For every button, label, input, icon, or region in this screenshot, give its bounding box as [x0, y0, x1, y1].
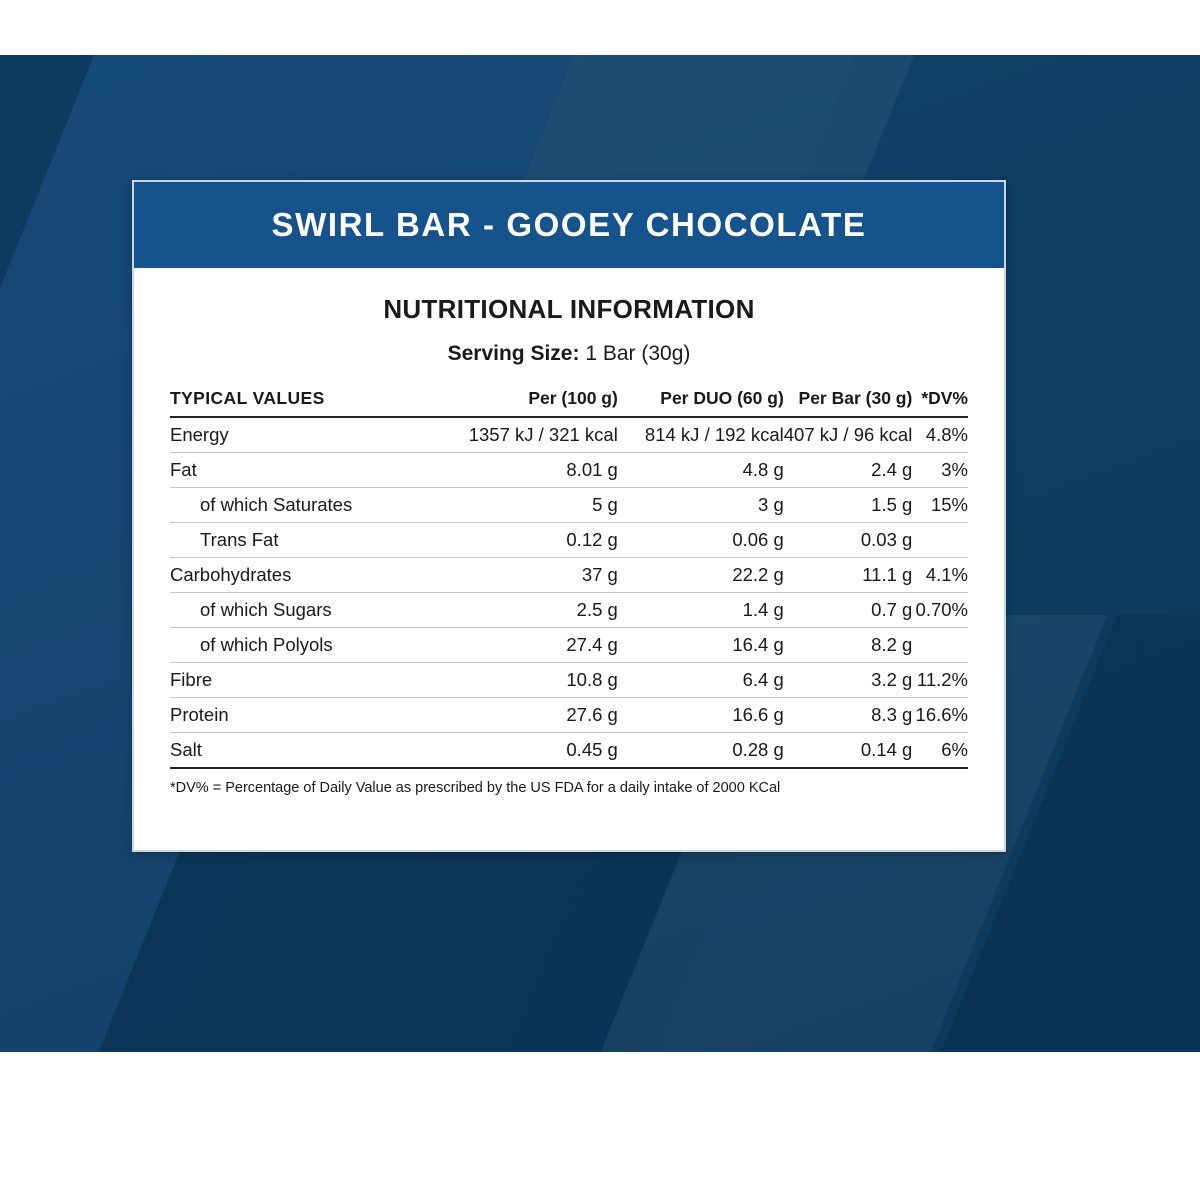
cell-per-duo: 1.4 g — [617, 592, 784, 628]
cell-per-100g: 2.5 g — [443, 592, 618, 628]
cell-per-bar: 0.7 g — [783, 592, 913, 628]
serving-size-label: Serving Size: — [447, 342, 580, 365]
cell-per-bar: 1.5 g — [783, 487, 913, 523]
row-label: Trans Fat — [170, 522, 444, 558]
cell-per-bar: 0.14 g — [783, 732, 913, 769]
cell-dv-percent: 0.70% — [912, 592, 968, 628]
cell-per-bar: 8.2 g — [783, 627, 913, 663]
column-header-per-100g: Per (100 g) — [528, 388, 618, 408]
nutrition-table: TYPICAL VALUES Per (100 g) Per DUO (60 g… — [170, 388, 968, 769]
table-row: Fat 8.01 g 4.8 g 2.4 g 3% — [170, 452, 968, 488]
product-title: SWIRL BAR - GOOEY CHOCOLATE — [271, 206, 867, 243]
row-label: Salt — [170, 732, 444, 769]
cell-dv-percent: 6% — [912, 732, 968, 769]
cell-dv-percent: 15% — [912, 487, 968, 523]
table-row: Salt 0.45 g 0.28 g 0.14 g 6% — [170, 732, 968, 769]
nutrition-panel: SWIRL BAR - GOOEY CHOCOLATE NUTRITIONAL … — [132, 180, 1006, 852]
cell-per-bar: 8.3 g — [783, 697, 913, 733]
row-label: Carbohydrates — [170, 557, 444, 593]
serving-size-value: 1 Bar (30g) — [585, 342, 691, 365]
table-row: Protein 27.6 g 16.6 g 8.3 g 16.6% — [170, 697, 968, 733]
cell-per-100g: 10.8 g — [443, 662, 618, 698]
cell-per-100g: 5 g — [443, 487, 618, 523]
cell-per-duo: 814 kJ / 192 kcal — [617, 417, 784, 453]
table-row: of which Sugars 2.5 g 1.4 g 0.7 g 0.70% — [170, 592, 968, 628]
cell-dv-percent: 11.2% — [912, 662, 968, 698]
cell-per-bar: 407 kJ / 96 kcal — [783, 417, 913, 453]
section-heading: NUTRITIONAL INFORMATION — [383, 294, 755, 324]
row-label: of which Saturates — [170, 487, 444, 523]
table-body: Energy 1357 kJ / 321 kcal 814 kJ / 192 kca… — [170, 417, 968, 769]
table-row: Fibre 10.8 g 6.4 g 3.2 g 11.2% — [170, 662, 968, 698]
table-header: TYPICAL VALUES Per (100 g) Per DUO (60 g… — [170, 388, 968, 417]
row-label: Protein — [170, 697, 444, 733]
cell-per-duo: 16.4 g — [617, 627, 784, 663]
cell-per-duo: 4.8 g — [617, 452, 784, 488]
column-header-dv-percent: *DV% — [921, 388, 968, 408]
cell-per-100g: 1357 kJ / 321 kcal — [443, 417, 618, 453]
cell-per-100g: 0.45 g — [443, 732, 618, 769]
cell-per-100g: 27.6 g — [443, 697, 618, 733]
cell-dv-percent: 4.8% — [912, 417, 968, 453]
dv-footnote: *DV% = Percentage of Daily Value as pres… — [170, 780, 781, 796]
cell-dv-percent — [912, 627, 968, 663]
cell-dv-percent: 3% — [912, 452, 968, 488]
column-header-typical-values: TYPICAL VALUES — [170, 388, 325, 408]
cell-per-duo: 6.4 g — [617, 662, 784, 698]
table-header-row: TYPICAL VALUES Per (100 g) Per DUO (60 g… — [170, 388, 968, 417]
table-row: Energy 1357 kJ / 321 kcal 814 kJ / 192 kca… — [170, 417, 968, 453]
cell-per-bar: 11.1 g — [783, 557, 913, 593]
cell-per-100g: 0.12 g — [443, 522, 618, 558]
cell-dv-percent — [912, 522, 968, 558]
cell-per-100g: 8.01 g — [443, 452, 618, 488]
cell-per-bar: 0.03 g — [783, 522, 913, 558]
column-header-per-duo: Per DUO (60 g) — [660, 388, 784, 408]
cell-per-100g: 37 g — [443, 557, 618, 593]
cell-per-duo: 3 g — [617, 487, 784, 523]
table-row: of which Polyols 27.4 g 16.4 g 8.2 g — [170, 627, 968, 663]
cell-per-bar: 2.4 g — [783, 452, 913, 488]
serving-size-line: Serving Size: 1 Bar (30g) — [170, 342, 968, 366]
row-label: Fibre — [170, 662, 444, 698]
table-row: Carbohydrates 37 g 22.2 g 11.1 g 4.1% — [170, 557, 968, 593]
cell-dv-percent: 16.6% — [912, 697, 968, 733]
cell-dv-percent: 4.1% — [912, 557, 968, 593]
row-label: of which Polyols — [170, 627, 444, 663]
cell-per-duo: 16.6 g — [617, 697, 784, 733]
table-row: Trans Fat 0.12 g 0.06 g 0.03 g — [170, 522, 968, 558]
cell-per-duo: 22.2 g — [617, 557, 784, 593]
row-label: Energy — [170, 417, 444, 453]
row-label: of which Sugars — [170, 592, 444, 628]
cell-per-duo: 0.06 g — [617, 522, 784, 558]
cell-per-100g: 27.4 g — [443, 627, 618, 663]
cell-per-bar: 3.2 g — [783, 662, 913, 698]
cell-per-duo: 0.28 g — [617, 732, 784, 769]
panel-body: NUTRITIONAL INFORMATION Serving Size: 1 … — [134, 268, 1004, 850]
panel-header-bar: SWIRL BAR - GOOEY CHOCOLATE — [134, 182, 1004, 268]
row-label: Fat — [170, 452, 444, 488]
column-header-per-bar: Per Bar (30 g) — [798, 388, 913, 408]
